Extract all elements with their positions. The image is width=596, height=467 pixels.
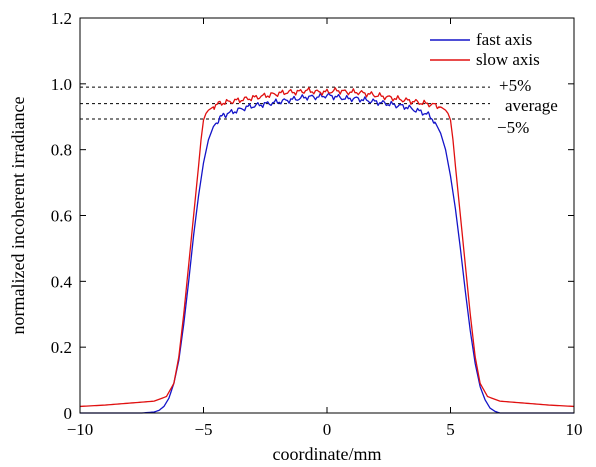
series-layer [79,86,575,414]
annotation-plus-5-percent: +5% [499,76,531,95]
y-tick-label-0p2: 0.2 [51,338,72,357]
legend: fast axis slow axis [430,30,540,69]
annotation-average: average [505,96,558,115]
series-line-slow-axis [79,86,575,408]
reference-line-labels: +5% average −5% [497,76,558,137]
y-tick-label-0p4: 0.4 [51,272,73,291]
annotation-minus-5-percent: −5% [497,118,529,137]
series-line-fast-axis [80,92,574,414]
y-tick-label-0p8: 0.8 [51,141,72,160]
tick-labels: −10 −5 0 5 10 0 0.2 0.4 0.6 0.8 1.0 1.2 [51,9,583,439]
x-tick-label-0: 0 [323,420,332,439]
x-axis-label: coordinate/mm [273,444,382,464]
y-tick-label-1p2: 1.2 [51,9,72,28]
y-tick-label-0p6: 0.6 [51,207,72,226]
y-tick-label-1: 1.0 [51,75,72,94]
x-tick-label-10: 10 [566,420,583,439]
y-tick-label-0: 0 [64,404,73,423]
axis-ticks [79,17,575,414]
y-axis-label: normalized incoherent irradiance [8,97,28,335]
x-tick-label-5: 5 [446,420,455,439]
x-tick-label--5: −5 [194,420,212,439]
reference-lines [80,86,490,120]
legend-label-fast-axis: fast axis [476,30,532,49]
x-tick-label--10: −10 [67,420,94,439]
legend-label-slow-axis: slow axis [476,50,540,69]
